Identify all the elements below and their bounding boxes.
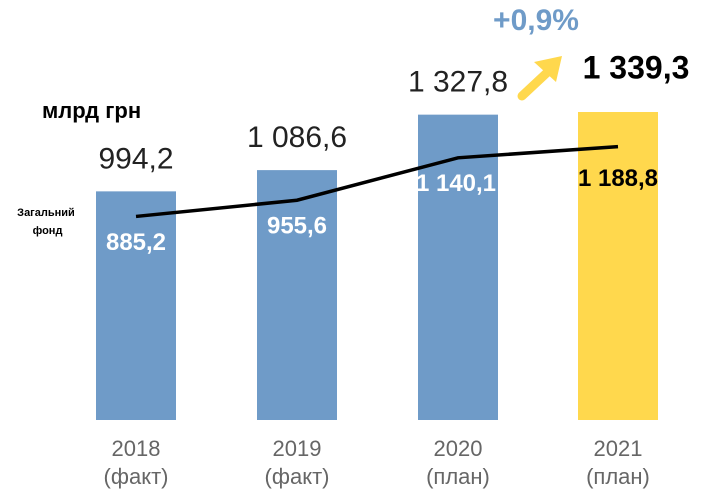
line-value-label: 1 188,8 [578, 165, 658, 192]
x-tick-sublabel: (план) [586, 464, 650, 489]
series-name: Загальний фонд [17, 207, 75, 237]
x-tick-label: 2018 [112, 436, 161, 461]
bar-value-label: 1 086,6 [247, 121, 347, 154]
x-tick-sublabel: (факт) [104, 464, 169, 489]
bar-value-label: 1 339,3 [583, 49, 690, 85]
line [135, 144, 619, 219]
bar-value-label: 1 327,8 [408, 66, 508, 99]
x-tick-label: 2020 [434, 436, 483, 461]
x-tick-sublabel: (план) [426, 464, 490, 489]
bar [418, 114, 498, 421]
x-tick-label: 2021 [594, 436, 643, 461]
bar-value-label: 994,2 [98, 142, 173, 175]
line-value-label: 955,6 [267, 213, 327, 240]
line-value-label: 1 140,1 [416, 170, 496, 197]
x-tick-label: 2019 [273, 436, 322, 461]
x-tick-sublabel: (факт) [265, 464, 330, 489]
bar [96, 191, 176, 420]
arrow [517, 56, 562, 101]
bar [257, 170, 337, 420]
bar [578, 112, 658, 420]
unit-label: млрд грн [42, 98, 141, 123]
annotation: +0,9% [493, 4, 579, 37]
line-value-label: 885,2 [106, 229, 166, 256]
